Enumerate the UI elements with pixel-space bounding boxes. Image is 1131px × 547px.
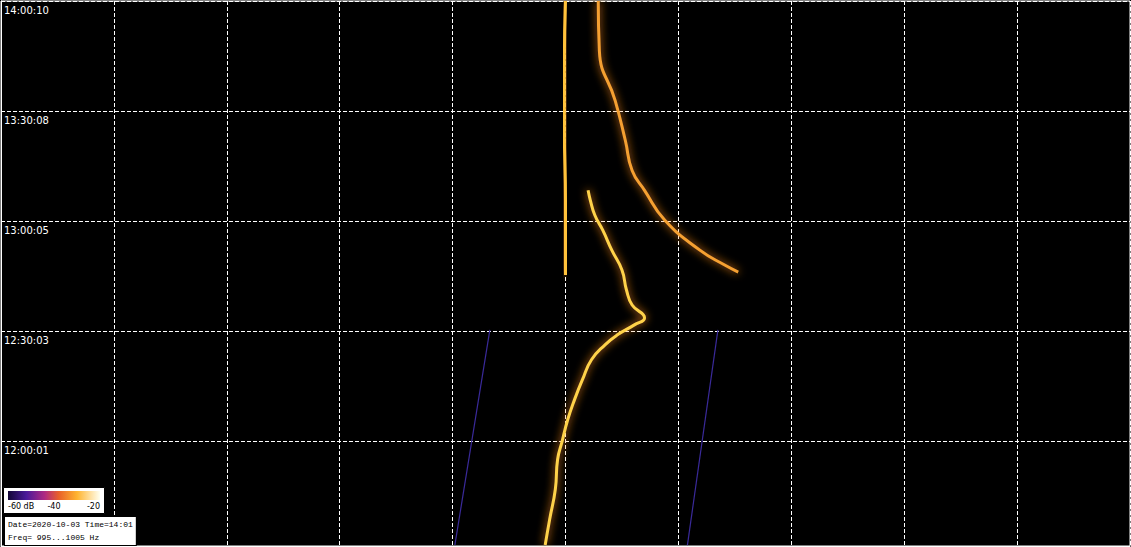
svg-text:-60 dB: -60 dB bbox=[8, 502, 34, 511]
svg-text:-40: -40 bbox=[47, 502, 60, 511]
svg-text:Date=2020-10-03 Time=14:01: Date=2020-10-03 Time=14:01 bbox=[8, 520, 133, 529]
svg-text:-20: -20 bbox=[87, 502, 100, 511]
svg-text:13:30:08: 13:30:08 bbox=[4, 115, 49, 126]
svg-text:12:00:01: 12:00:01 bbox=[4, 445, 49, 456]
svg-text:13:00:05: 13:00:05 bbox=[4, 225, 49, 236]
svg-text:Freq= 995...1005 Hz: Freq= 995...1005 Hz bbox=[8, 533, 99, 542]
svg-text:14:00:10: 14:00:10 bbox=[4, 5, 49, 16]
svg-text:12:30:03: 12:30:03 bbox=[4, 335, 49, 346]
